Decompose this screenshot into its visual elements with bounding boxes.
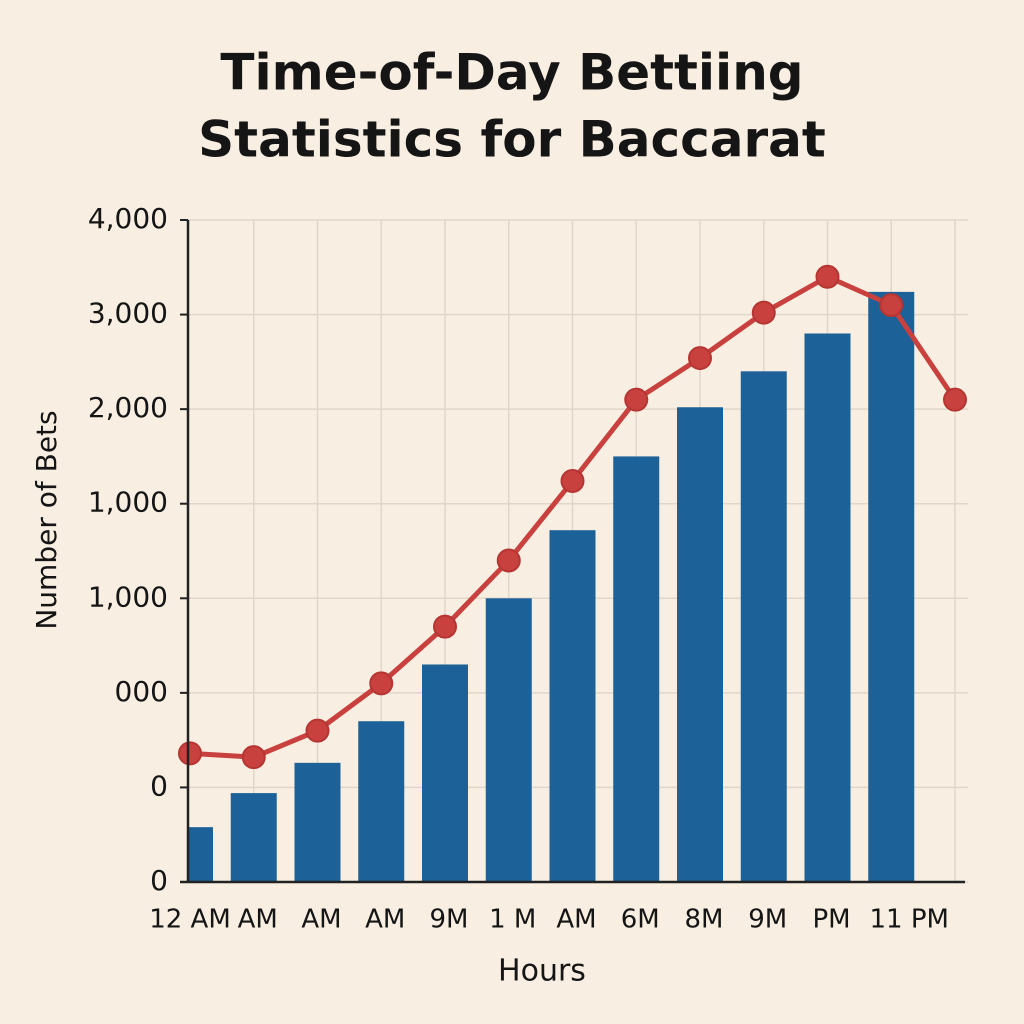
x-tick-label: PM [812, 905, 850, 935]
line-point [369, 671, 394, 696]
x-tick-label: AM [238, 905, 278, 935]
x-tick-label: 12 AM [149, 905, 231, 935]
bar [740, 371, 787, 882]
y-tick-label: 0 [150, 864, 168, 897]
x-tick-label: AM [301, 905, 341, 935]
bar [485, 598, 532, 882]
y-tick-label: 0 [150, 769, 168, 802]
y-axis-label: Number of Bets [30, 410, 63, 629]
y-tick-label: 4,000 [88, 202, 168, 235]
line-point [560, 469, 585, 494]
line-point [305, 718, 330, 743]
bar [188, 827, 213, 882]
line-point [815, 264, 840, 289]
x-tick-label: 8M [685, 905, 724, 935]
x-tick-label: AM [556, 905, 596, 935]
bar [294, 762, 341, 882]
x-tick-label: 1 M [489, 905, 536, 935]
y-tick-label: 000 [115, 675, 168, 708]
x-tick-label: 11 PM [870, 905, 949, 935]
x-tick-label: 9M [430, 905, 469, 935]
line-point [433, 614, 457, 639]
bar [422, 664, 468, 882]
bar [230, 793, 277, 882]
x-tick-label: 6M [621, 905, 660, 935]
chart-title: Statistics for Baccarat [198, 111, 826, 169]
y-tick-label: 1,000 [88, 486, 168, 519]
line-point [751, 300, 776, 325]
line-point [624, 387, 649, 412]
bar [677, 407, 723, 882]
bar [358, 721, 405, 882]
y-tick-label: 3,000 [88, 297, 168, 330]
line-point [943, 387, 967, 412]
x-axis-label: Hours [498, 954, 586, 989]
x-tick-label: AM [365, 905, 405, 935]
x-tick-label: 9M [748, 905, 787, 935]
y-tick-label: 1,000 [88, 580, 168, 613]
line-point [178, 741, 202, 766]
line-point [241, 745, 266, 770]
bar [549, 530, 596, 882]
line-point [879, 293, 904, 318]
chart-title: Time-of-Day Bettiing [220, 44, 803, 102]
bar [613, 456, 660, 882]
line-point [688, 346, 712, 371]
line-point [496, 548, 521, 573]
y-tick-label: 2,000 [88, 391, 168, 424]
bar [804, 333, 851, 882]
bar [868, 291, 915, 882]
plot-area [188, 291, 915, 882]
